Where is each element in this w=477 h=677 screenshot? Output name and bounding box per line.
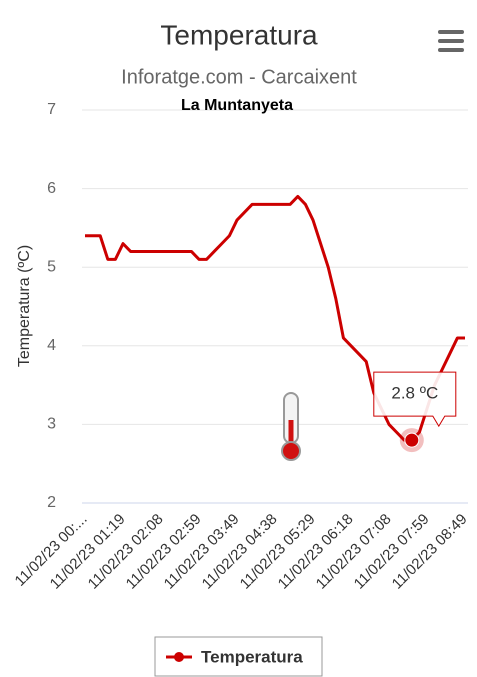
y-tick-label: 3 — [47, 416, 56, 433]
y-tick-label: 5 — [47, 258, 56, 275]
y-tick-label: 4 — [47, 337, 56, 354]
menu-bar — [438, 48, 464, 52]
tooltip-box — [373, 371, 457, 428]
legend-marker — [174, 652, 184, 662]
legend-label: Temperatura — [201, 647, 303, 666]
chart-title: Temperatura — [160, 19, 318, 50]
hover-marker — [404, 432, 420, 448]
y-tick-label: 6 — [47, 180, 56, 197]
menu-button[interactable] — [438, 30, 464, 52]
y-tick-label: 7 — [47, 101, 56, 118]
legend[interactable]: Temperatura — [154, 636, 323, 677]
menu-bar — [438, 30, 464, 34]
menu-bar — [438, 39, 464, 43]
y-axis-title: Temperatura (ºC) — [16, 245, 33, 367]
y-tick-label: 2 — [47, 494, 56, 511]
chart-subtitle: Inforatge.com - Carcaixent — [121, 66, 357, 88]
tooltip-label: 2.8 ºC — [391, 384, 438, 403]
series-line — [85, 194, 465, 442]
chart-caption: La Muntanyeta — [181, 97, 293, 114]
thermometer-icon — [281, 392, 301, 461]
thermometer-mercury — [288, 420, 294, 450]
thermometer-bulb — [281, 441, 301, 461]
